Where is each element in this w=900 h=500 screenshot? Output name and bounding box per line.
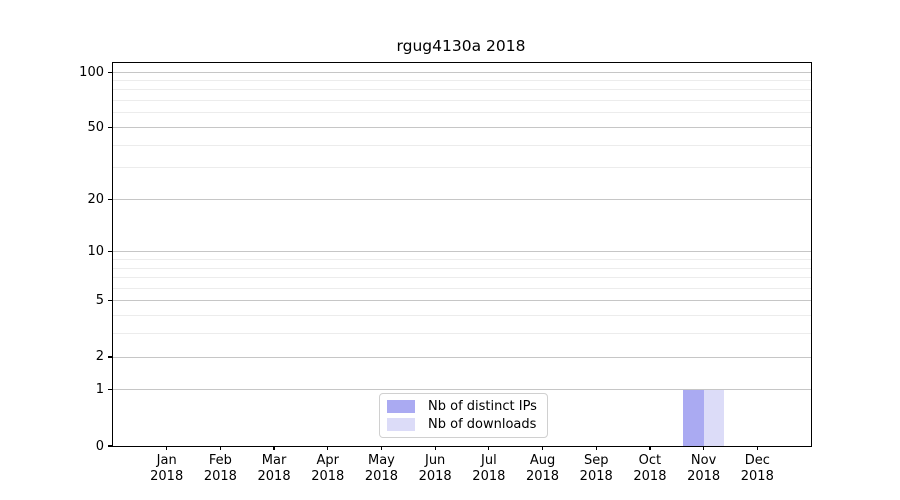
chart-legend: Nb of distinct IPs Nb of downloads [379,393,548,438]
x-tick-label: Oct 2018 [633,453,667,484]
x-tick-label: Dec 2018 [740,453,774,484]
gridline-minor [113,333,811,335]
gridline-major [113,389,811,391]
x-tick-label: Aug 2018 [525,453,560,484]
x-tick-mark [380,446,383,450]
x-tick-mark [595,446,597,450]
gridline-major [113,251,811,253]
x-tick-label: Jul 2018 [472,453,506,484]
bar-distinct-ips [682,389,704,446]
x-tick-mark [649,446,651,450]
gridline-minor [113,315,811,317]
x-tick-label: Nov 2018 [687,453,721,484]
legend-label-distinct-ips: Nb of distinct IPs [428,399,537,414]
x-tick-label: Mar 2018 [257,453,291,484]
y-tick-label: 20 [87,191,104,207]
x-tick-label: Apr 2018 [311,453,345,484]
x-tick-mark [327,446,329,450]
legend-swatch-distinct-ips [387,400,415,413]
y-tick-label: 1 [95,382,104,398]
y-tick-mark [107,445,112,447]
legend-item-distinct-ips: Nb of distinct IPs [387,399,537,414]
y-tick-mark [107,300,112,302]
x-tick-label: Jun 2018 [418,453,452,484]
legend-swatch-downloads [387,418,415,431]
gridline-major [113,356,811,358]
x-tick-label: Feb 2018 [203,453,237,484]
y-tick-mark [107,198,112,200]
x-tick-label: Jan 2018 [150,453,184,484]
y-tick-label: 10 [87,244,104,260]
y-tick-label: 0 [95,438,104,454]
x-tick-mark [219,446,221,450]
x-tick-mark [434,446,436,450]
y-tick-mark [107,126,112,129]
gridline-minor [113,287,811,289]
x-tick-mark [488,446,490,450]
plot-area: Nb of distinct IPs Nb of downloads 0 1 2 5 1… [79,62,812,484]
gridline-minor [113,100,811,102]
bar-downloads [703,389,725,446]
legend-item-downloads: Nb of downloads [387,417,537,432]
x-tick-label: Sep 2018 [579,453,613,484]
chart-title: rgug4130a 2018 [396,37,526,55]
y-tick-mark [107,251,112,253]
gridline-major [113,71,811,73]
x-tick-mark [756,446,758,450]
x-tick-mark [541,446,544,450]
gridline-minor [113,258,811,260]
gridline-minor [113,167,811,169]
x-tick-mark [703,446,705,450]
y-tick-mark [107,71,112,73]
gridline-major [113,198,811,200]
y-tick-mark [107,389,112,391]
x-tick-mark [166,446,168,450]
legend-label-downloads: Nb of downloads [428,417,537,432]
y-tick-label: 50 [87,119,104,135]
gridline-major [113,300,811,302]
gridline-major [113,126,811,128]
y-tick-label: 2 [95,349,104,365]
x-tick-label: May 2018 [364,453,398,484]
gridline-minor [113,267,811,269]
y-tick-mark [107,356,112,358]
gridline-minor [113,144,811,146]
gridline-minor [113,112,811,114]
gridline-minor [113,80,811,82]
gridline-minor [113,89,811,91]
gridline-minor [113,277,811,279]
x-tick-mark [273,446,275,450]
y-tick-label: 100 [79,64,104,80]
y-tick-label: 5 [95,293,104,309]
